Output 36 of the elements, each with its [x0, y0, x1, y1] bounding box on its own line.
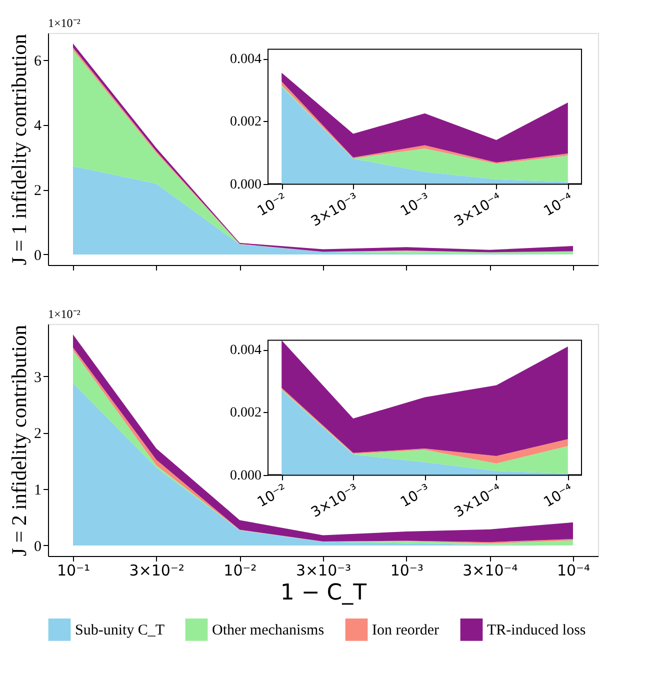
- y-tick-label: 1: [34, 482, 42, 499]
- x-tick-label: 10⁻⁴: [556, 562, 590, 580]
- y-tick-label: 0.002: [230, 406, 262, 421]
- legend-label: TR-induced loss: [487, 622, 586, 639]
- x-tick-label: 10⁻¹: [56, 562, 90, 580]
- x-tick-label: 10⁻³: [390, 562, 424, 580]
- y-tick-label: 3: [34, 370, 42, 386]
- y-axis-title: J = 2 infidelity contribution: [7, 324, 31, 556]
- text: 1×10⁻²: [48, 307, 81, 321]
- x-tick-label: 3×10⁻⁴: [462, 562, 518, 580]
- y-tick-label: 4: [34, 118, 42, 134]
- x-tick-label: 10⁻²: [224, 562, 257, 580]
- legend-label: Other mechanisms: [212, 622, 324, 639]
- y-tick-label: 0: [34, 248, 42, 264]
- x-tick-label: 10⁻³: [398, 481, 433, 511]
- x-tick-label: 10⁻⁴: [541, 481, 576, 511]
- y-tick-label: 0.004: [230, 52, 262, 68]
- y-tick-label: 0.004: [230, 343, 262, 358]
- y-tick-label: 0.000: [230, 177, 262, 192]
- x-tick-label: 10⁻³: [398, 190, 433, 220]
- y-tick-label: 0: [34, 538, 42, 555]
- x-tick-label: 3×10⁻³: [296, 562, 352, 580]
- y-tick-label: 0.000: [230, 468, 262, 484]
- y-tick-label: 2: [34, 183, 42, 200]
- y-tick-label: 2: [34, 426, 42, 442]
- x-tick-label: 3×10⁻²: [129, 562, 184, 580]
- y-tick-label: 0.002: [230, 114, 262, 130]
- legend-label: Ion reorder: [372, 622, 440, 639]
- text: 1×10⁻²: [48, 16, 81, 30]
- legend-label: Sub-unity C_T: [75, 622, 165, 639]
- x-tick-label: 10⁻⁴: [541, 190, 576, 220]
- y-tick-label: 6: [34, 53, 42, 70]
- x-tick-label: 10⁻²: [254, 481, 290, 511]
- x-axis-title: 1 − C_T: [280, 580, 368, 606]
- x-tick-label: 10⁻²: [254, 190, 290, 220]
- y-axis-title: J = 1 infidelity contribution: [7, 33, 31, 266]
